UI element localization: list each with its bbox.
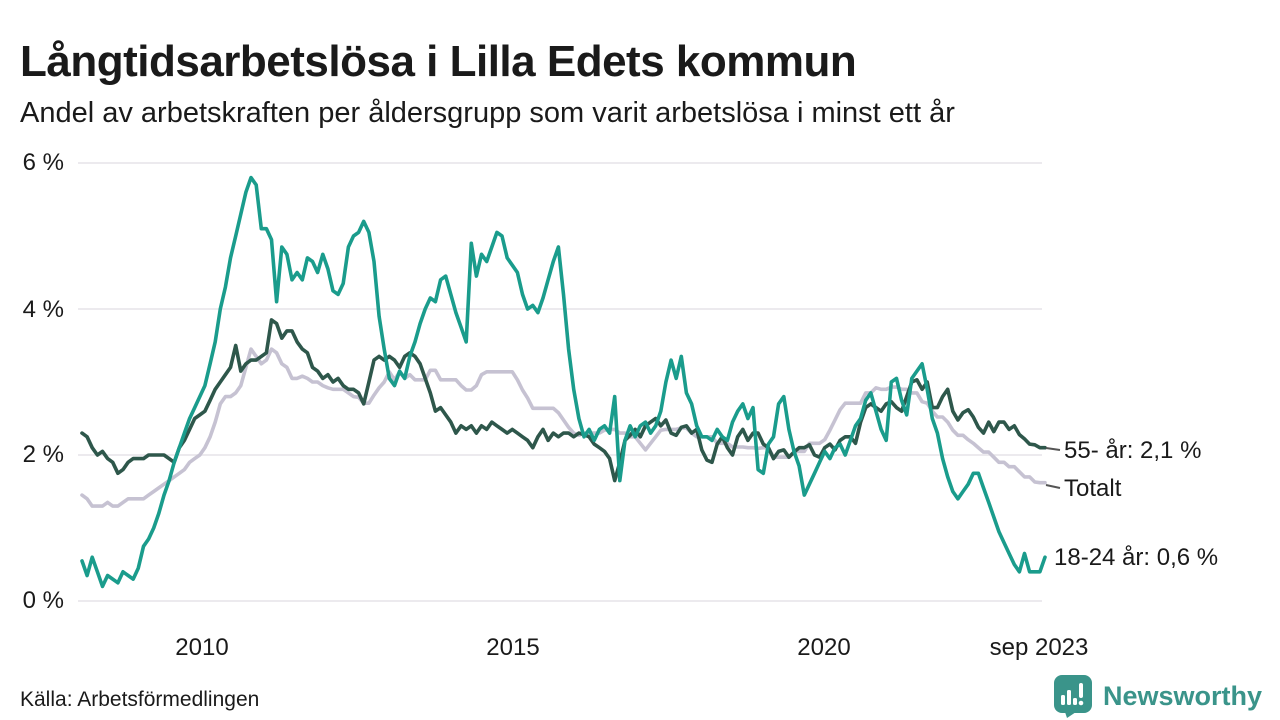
newsworthy-speech-bubble-bar-chart-icon: [1053, 675, 1092, 718]
y-axis-tick-4: 4 %: [22, 296, 64, 323]
x-axis-tick-2015: 2015: [486, 634, 540, 661]
series-label-total: Totalt: [1064, 475, 1122, 502]
series-line-totalt: [80, 347, 1047, 508]
series-label-55-plus: 55- år: 2,1 %: [1064, 437, 1202, 464]
series-line-55-r: [80, 318, 1047, 483]
y-axis-tick-6: 6 %: [22, 149, 64, 176]
brand-logo: Newsworthy: [1053, 674, 1262, 718]
series-label-18-24: 18-24 år: 0,6 %: [1054, 544, 1219, 571]
chart-title: Långtidsarbetslösa i Lilla Edets kommun: [20, 37, 857, 87]
series-line-18-24-r: [80, 175, 1047, 589]
x-axis-tick-2010: 2010: [175, 634, 229, 661]
y-axis-tick-0: 0 %: [22, 587, 64, 614]
chart-subtitle: Andel av arbetskraften per åldersgrupp s…: [20, 97, 955, 129]
label-connector-dash: [1045, 447, 1061, 451]
label-connector-dash: [1045, 484, 1061, 489]
y-axis-tick-2: 2 %: [22, 441, 64, 468]
brand-name: Newsworthy: [1102, 680, 1262, 711]
x-axis-tick-2020: 2020: [797, 634, 851, 661]
source-note: Källa: Arbetsförmedlingen: [20, 688, 260, 711]
x-axis-tick-sep-2023: sep 2023: [989, 634, 1089, 661]
